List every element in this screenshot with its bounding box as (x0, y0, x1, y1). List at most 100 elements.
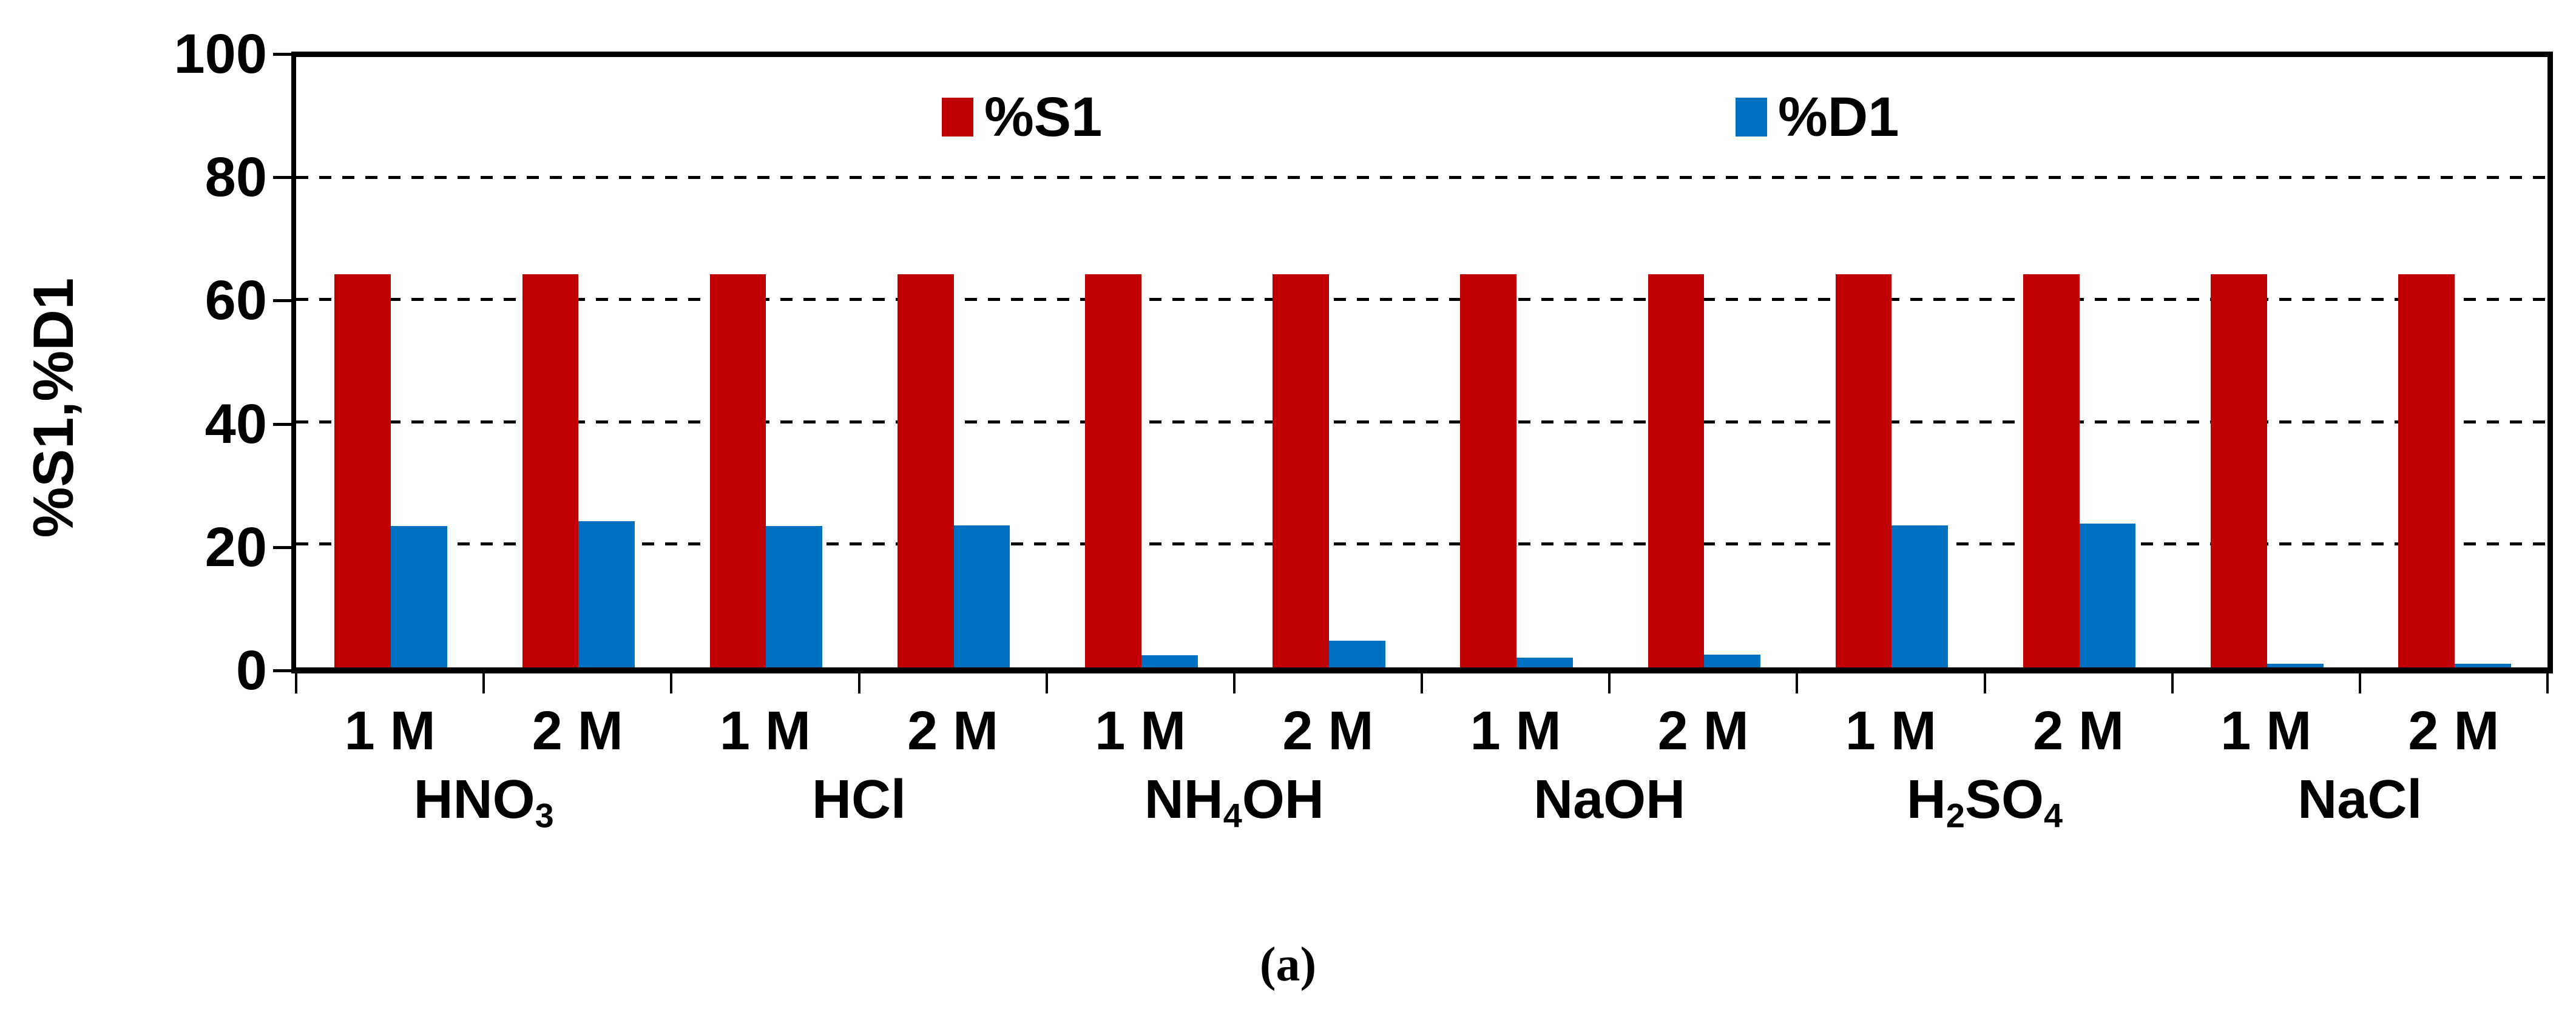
x-group-label-HNO3: HNO3 (296, 769, 671, 846)
bar-S1-HNO3-1M (334, 274, 391, 667)
plot-area (291, 52, 2553, 673)
legend-item-S1: %S1 (942, 86, 1103, 148)
figure-caption: (a) (1259, 938, 1317, 991)
x-group-label-H2SO4: H2SO4 (1797, 769, 2172, 846)
x-group-label-NH4OH: NH4OH (1047, 769, 1422, 846)
bar-slot-HNO3-2M (484, 57, 671, 667)
bar-S1-NaOH-2M (1648, 274, 1705, 667)
x-tick-label-NaOH-1M: 1 M (1470, 701, 1561, 761)
bar-slot-HCl-2M (859, 57, 1047, 667)
x-tick-label-HCl-1M: 1 M (719, 701, 811, 761)
x-tick-mark-7 (1608, 673, 1611, 693)
bar-S1-HCl-1M (709, 274, 766, 667)
bar-S1-NaCl-1M (2211, 274, 2267, 667)
y-tick-label-40: 40 (205, 393, 267, 455)
bar-D1-NH4OH-1M (1141, 655, 1198, 667)
bar-D1-NaCl-2M (2454, 663, 2511, 667)
x-tick-label-HNO3-1M: 1 M (344, 701, 436, 761)
bar-S1-H2SO4-1M (1835, 274, 1892, 667)
group-label-text: HNO (413, 769, 535, 830)
gridline-y20 (296, 542, 2547, 545)
x-group-label-NaOH: NaOH (1422, 769, 1797, 830)
x-tick-label-NaCl-1M: 1 M (2220, 701, 2312, 761)
x-tick-label-HCl-2M: 2 M (907, 701, 999, 761)
bar-D1-H2SO4-2M (2079, 523, 2136, 667)
gridline-y40 (296, 420, 2547, 423)
x-tick-mark-10 (2171, 673, 2174, 693)
group-label-text: OH (1242, 769, 1324, 830)
x-tick-label-NaOH-2M: 2 M (1657, 701, 1749, 761)
x-tick-mark-6 (1421, 673, 1423, 693)
bar-S1-H2SO4-2M (2023, 274, 2080, 667)
bar-S1-NH4OH-1M (1085, 274, 1141, 667)
x-tick-mark-3 (857, 673, 860, 693)
legend-swatch-S1 (942, 98, 973, 137)
bar-D1-NaOH-1M (1516, 657, 1573, 667)
legend-swatch-D1 (1736, 98, 1767, 137)
bar-S1-NaOH-1M (1460, 274, 1517, 667)
bar-D1-NaOH-2M (1704, 654, 1761, 667)
gridline-y80 (296, 176, 2547, 180)
legend-label-D1: %D1 (1778, 86, 1899, 148)
bar-D1-HNO3-1M (391, 525, 447, 667)
y-tick-mark-100 (273, 53, 291, 56)
x-group-label-HCl: HCl (671, 769, 1046, 830)
bar-slot-NH4OH-1M (1047, 57, 1234, 667)
bar-D1-NaCl-1M (2267, 663, 2324, 667)
x-group-label-NaCl: NaCl (2172, 769, 2547, 830)
group-label-text: NaOH (1533, 769, 1686, 830)
x-tick-label-H2SO4-1M: 1 M (1845, 701, 1936, 761)
y-tick-mark-80 (273, 176, 291, 180)
group-label-text: H (1906, 769, 1946, 830)
group-label-text: NH (1144, 769, 1223, 830)
bar-D1-HNO3-2M (578, 521, 635, 667)
bar-slot-H2SO4-2M (1985, 57, 2172, 667)
bar-slot-H2SO4-1M (1797, 57, 1984, 667)
group-label-text: SO (1964, 769, 2044, 830)
y-tick-label-0: 0 (235, 639, 267, 701)
x-tick-label-NH4OH-2M: 2 M (1282, 701, 1374, 761)
y-tick-label-60: 60 (205, 269, 267, 332)
x-tick-label-NaCl-2M: 2 M (2408, 701, 2500, 761)
x-tick-mark-12 (2546, 673, 2549, 693)
bar-D1-NH4OH-2M (1328, 640, 1385, 667)
group-label-subscript: 4 (2044, 796, 2063, 835)
bar-slot-NaCl-1M (2172, 57, 2360, 667)
gridline-y60 (296, 298, 2547, 302)
bar-slot-NH4OH-2M (1234, 57, 1422, 667)
group-label-subscript: 3 (535, 796, 554, 835)
bar-S1-NaCl-2M (2398, 274, 2455, 667)
y-tick-mark-0 (273, 669, 291, 672)
y-tick-label-80: 80 (205, 146, 267, 209)
x-tick-mark-1 (482, 673, 485, 693)
y-tick-mark-20 (273, 545, 291, 549)
group-label-subscript: 2 (1946, 796, 1965, 835)
y-tick-label-100: 100 (174, 23, 268, 85)
group-label-text: HCl (811, 769, 906, 830)
x-tick-mark-11 (2358, 673, 2361, 693)
bar-slot-NaCl-2M (2360, 57, 2547, 667)
bar-D1-HCl-2M (953, 525, 1010, 667)
group-label-subscript: 4 (1223, 796, 1242, 835)
bar-slot-HCl-1M (671, 57, 859, 667)
x-tick-label-HNO3-2M: 2 M (532, 701, 623, 761)
x-tick-mark-4 (1045, 673, 1048, 693)
x-tick-mark-2 (670, 673, 673, 693)
x-tick-mark-5 (1232, 673, 1236, 693)
bar-slot-HNO3-1M (296, 57, 484, 667)
x-tick-label-NH4OH-1M: 1 M (1095, 701, 1186, 761)
legend-item-D1: %D1 (1736, 86, 1899, 148)
x-tick-mark-9 (1983, 673, 1986, 693)
group-label-text: NaCl (2297, 769, 2422, 830)
bar-D1-HCl-1M (766, 525, 823, 667)
bar-D1-H2SO4-1M (1891, 525, 1949, 667)
y-tick-label-20: 20 (205, 516, 267, 578)
x-tick-label-H2SO4-2M: 2 M (2033, 701, 2125, 761)
y-tick-mark-60 (273, 299, 291, 303)
y-tick-mark-40 (273, 422, 291, 426)
bar-S1-NH4OH-2M (1273, 274, 1329, 667)
x-tick-mark-0 (295, 673, 297, 693)
legend-label-S1: %S1 (984, 86, 1103, 148)
bar-slot-NaOH-2M (1609, 57, 1797, 667)
